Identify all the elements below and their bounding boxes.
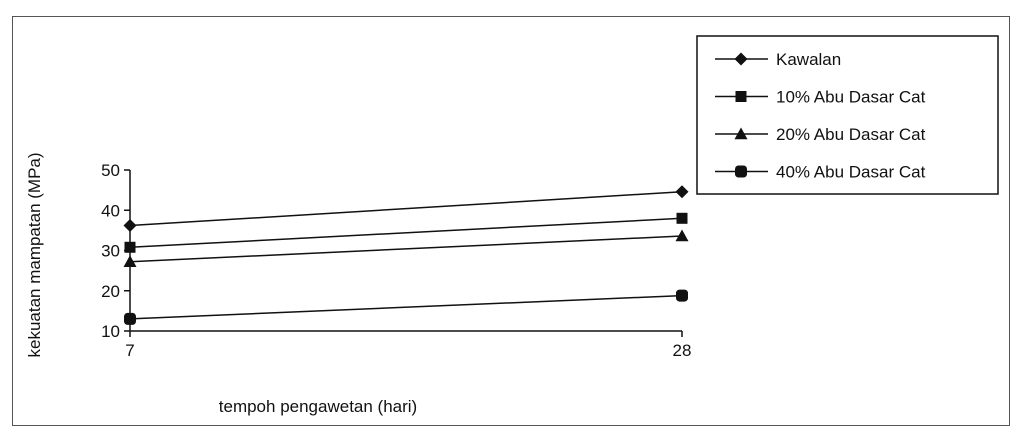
legend-marker [734, 127, 748, 140]
legend-label: 20% Abu Dasar Cat [776, 125, 926, 144]
series-2 [124, 212, 688, 253]
data-point [124, 312, 136, 325]
legend-marker [735, 165, 747, 178]
chart-axes: 10 20 30 40 50 7 28 [101, 161, 691, 360]
x-axis-label: tempoh pengawetan (hari) [219, 397, 417, 416]
legend-entry: Kawalan [715, 50, 841, 69]
legend-marker [734, 52, 748, 66]
series-1 [123, 185, 689, 233]
legend: Kawalan 10% Abu Dasar Cat 20% Abu Dasar Ca… [696, 35, 999, 195]
series-line [129, 235, 683, 263]
series-4 [124, 289, 688, 325]
y-tick-label: 40 [101, 201, 120, 220]
legend-label: 40% Abu Dasar Cat [776, 163, 926, 182]
legend-label: 10% Abu Dasar Cat [776, 88, 926, 107]
x-tick-label: 7 [125, 341, 134, 360]
y-axis-label: kekuatan mampatan (MPa) [25, 152, 44, 357]
legend-entry: 20% Abu Dasar Cat [715, 125, 926, 144]
data-point [676, 289, 688, 302]
series-3 [123, 229, 689, 267]
x-tick-label: 28 [673, 341, 692, 360]
data-point [676, 212, 688, 224]
legend-marker [735, 91, 747, 102]
y-tick-label: 10 [101, 322, 120, 341]
legend-box [696, 35, 999, 195]
data-point [123, 255, 137, 267]
data-point [124, 241, 136, 253]
series-line [129, 294, 683, 320]
series-line [129, 217, 683, 249]
series-line [129, 190, 683, 227]
series-layer [123, 185, 689, 325]
data-point [675, 229, 689, 242]
data-point [675, 185, 689, 199]
legend-entry: 40% Abu Dasar Cat [715, 163, 926, 182]
y-tick-label: 30 [101, 242, 120, 261]
legend-entry: 10% Abu Dasar Cat [715, 88, 926, 107]
data-point [123, 219, 137, 233]
legend-label: Kawalan [776, 50, 841, 69]
y-tick-label: 20 [101, 282, 120, 301]
y-tick-label: 50 [101, 161, 120, 180]
